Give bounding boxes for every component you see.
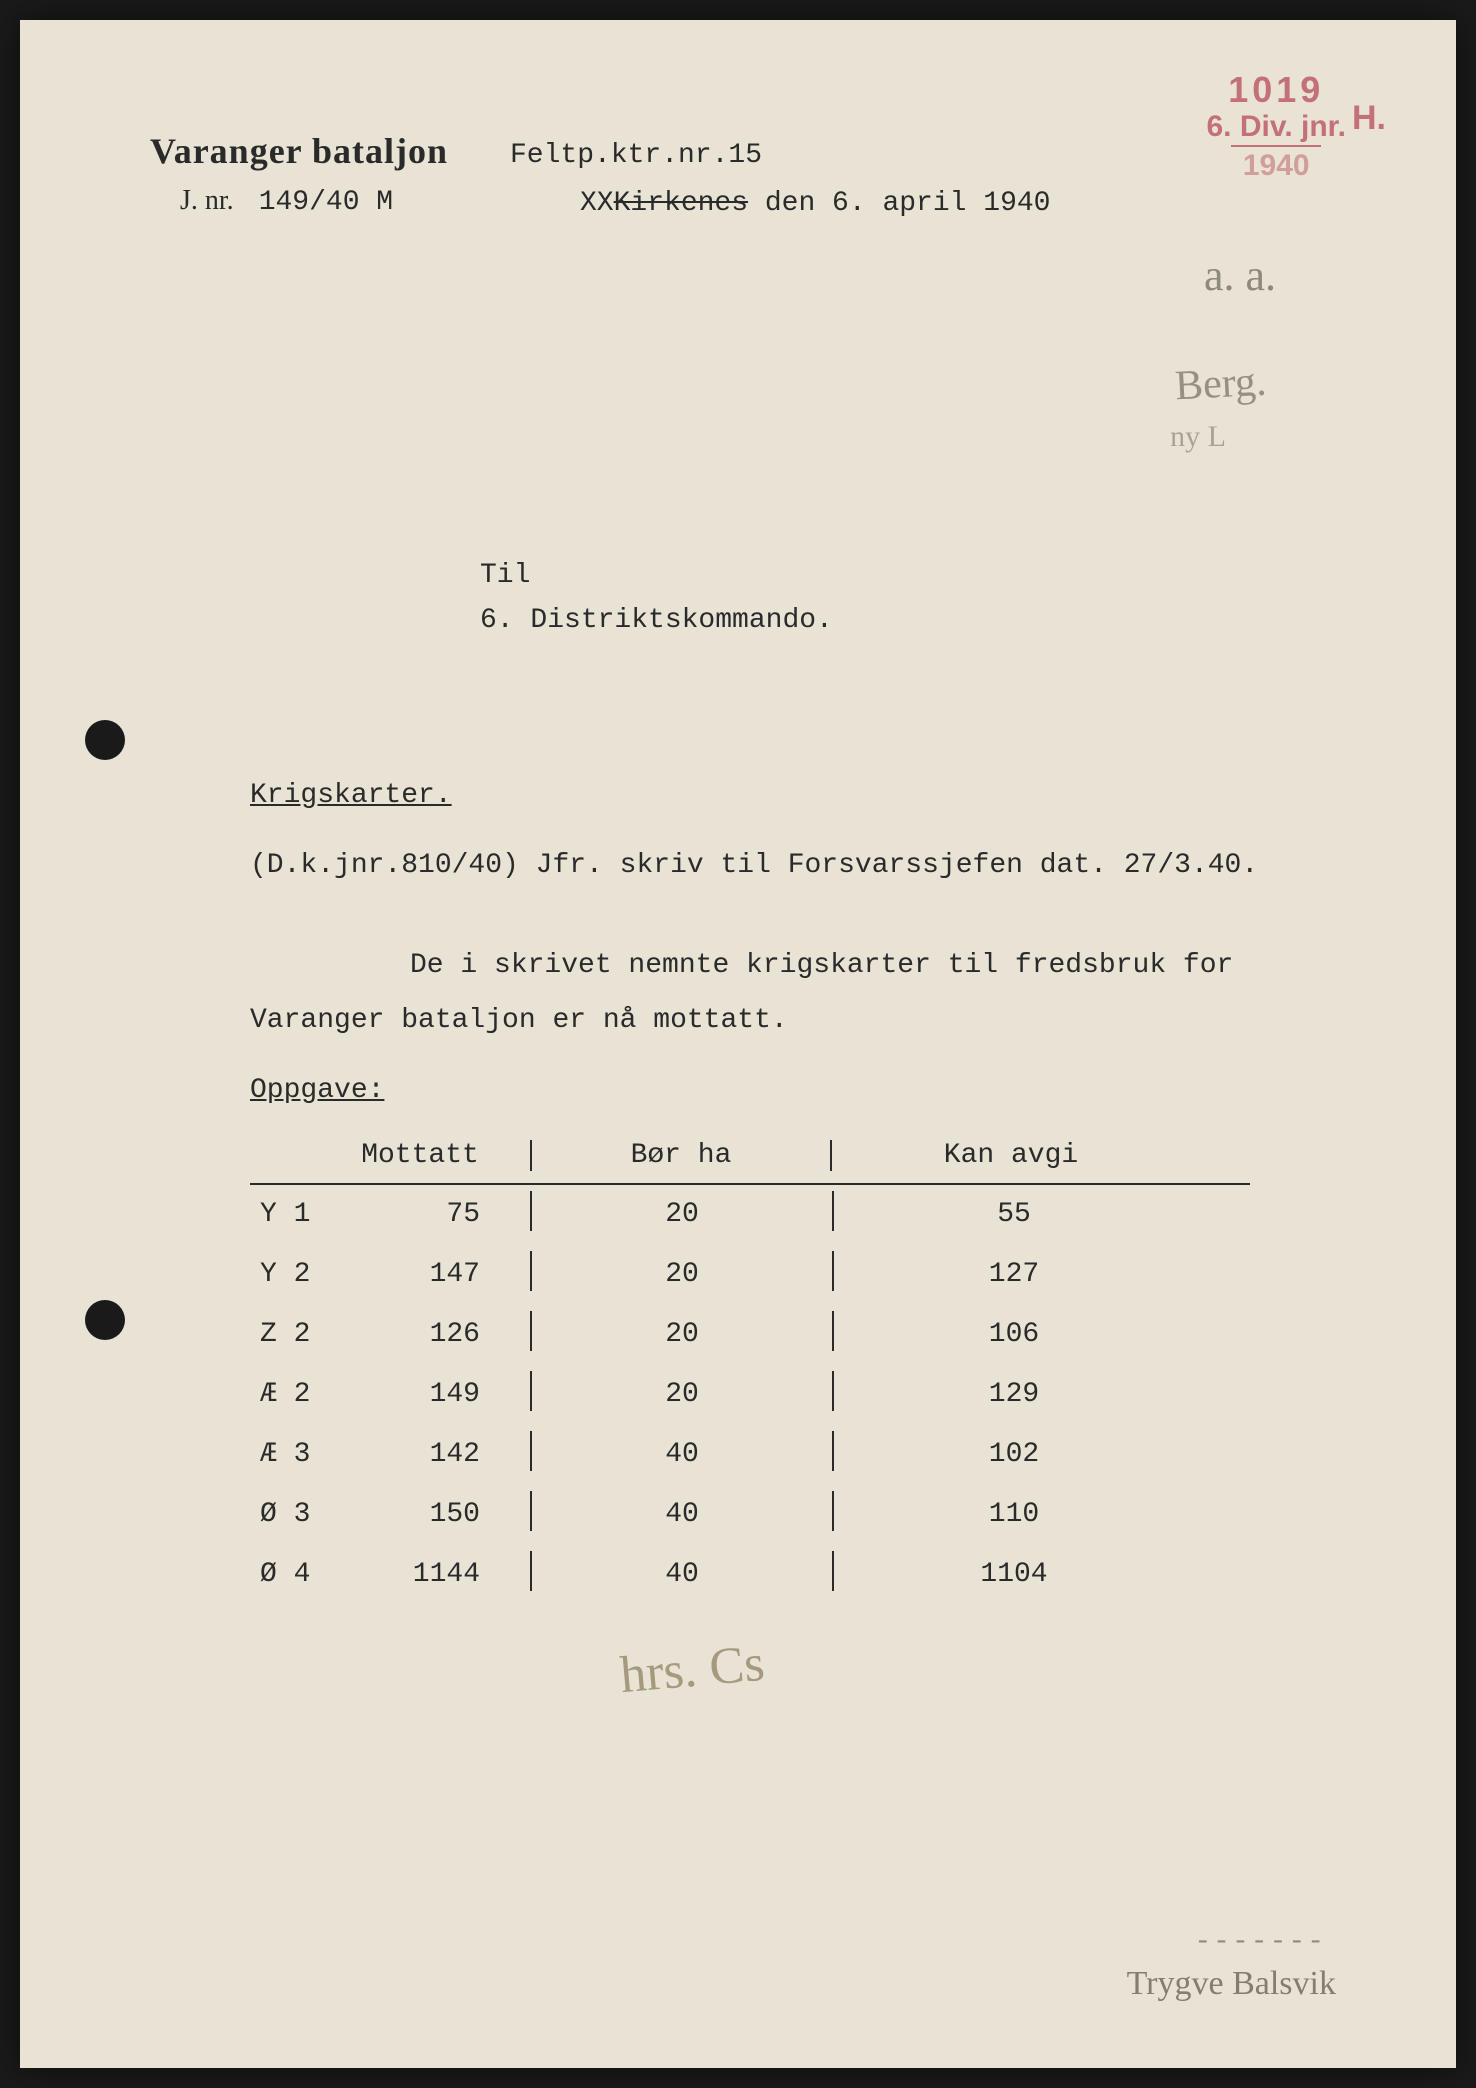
journal-number: J. nr. 149/40 M	[180, 185, 393, 218]
registry-stamp: 1019 6. Div. jnr. 1940 H.	[1207, 70, 1347, 182]
date-value: 6. april 1940	[832, 188, 1050, 219]
stamp-suffix: H.	[1352, 100, 1386, 137]
cell-id: Y 1	[250, 1199, 340, 1231]
handwritten-annotation-2: Berg.	[1173, 358, 1267, 411]
addressee-label: Til	[480, 560, 530, 591]
cell-kan-avgi: 127	[834, 1259, 1194, 1291]
bottom-signature: Trygve Balsvik	[1127, 1965, 1336, 2003]
organization-name: Varanger bataljon	[150, 130, 448, 172]
cell-bor-ha: 40	[532, 1499, 832, 1531]
cell-bor-ha: 20	[532, 1319, 832, 1351]
jnr-label: J. nr.	[180, 185, 234, 216]
handwritten-annotation-1: a. a.	[1204, 250, 1276, 301]
place-prefix: XX	[580, 188, 614, 219]
cell-mottatt: 150	[340, 1499, 530, 1531]
cell-bor-ha: 20	[532, 1199, 832, 1231]
cell-bor-ha: 40	[532, 1559, 832, 1591]
table-header-row: Mottatt Bør ha Kan avgi	[250, 1140, 1250, 1185]
cell-kan-avgi: 129	[834, 1379, 1194, 1411]
table-row: Ø 41144401104	[250, 1545, 1250, 1605]
body-line-2: Varanger bataljon er nå mottatt.	[250, 1005, 788, 1036]
cell-kan-avgi: 106	[834, 1319, 1194, 1351]
cell-kan-avgi: 110	[834, 1499, 1194, 1531]
stamp-number: 1019	[1207, 70, 1347, 110]
cell-mottatt: 142	[340, 1439, 530, 1471]
addressee-name: 6. Distriktskommando.	[480, 605, 833, 636]
punch-hole	[85, 1300, 125, 1340]
table-row: Y 1752055	[250, 1185, 1250, 1245]
date-line: XXKirkenes den 6. april 1940	[580, 188, 1050, 219]
cell-mottatt: 126	[340, 1319, 530, 1351]
signature-initials: hrs. Cs	[618, 1634, 767, 1705]
bottom-dashes: -------	[1194, 1927, 1326, 1958]
cell-id: Z 2	[250, 1319, 340, 1351]
stamp-division: 6. Div. jnr.	[1207, 110, 1347, 143]
document-page: 1019 6. Div. jnr. 1940 H. Varanger batal…	[20, 20, 1456, 2068]
jnr-value: 149/40 M	[259, 187, 393, 218]
cell-bor-ha: 20	[532, 1379, 832, 1411]
stamp-year: 1940	[1207, 149, 1347, 182]
subject-line: Krigskarter.	[250, 780, 452, 811]
stamp-divider	[1231, 145, 1321, 147]
date-word: den	[748, 188, 832, 219]
cell-kan-avgi: 1104	[834, 1559, 1194, 1591]
cell-id: Ø 3	[250, 1499, 340, 1531]
field-post-office: Feltp.ktr.nr.15	[510, 140, 762, 171]
table-body: Y 1752055Y 214720127Z 212620106Æ 2149201…	[250, 1185, 1250, 1605]
cell-mottatt: 147	[340, 1259, 530, 1291]
cell-id: Y 2	[250, 1259, 340, 1291]
body-line-1: De i skrivet nemnte krigskarter til fred…	[410, 950, 1233, 981]
reference-line: (D.k.jnr.810/40) Jfr. skriv til Forsvars…	[250, 850, 1258, 881]
table-row: Æ 214920129	[250, 1365, 1250, 1425]
col-header-kan-avgi: Kan avgi	[830, 1140, 1190, 1171]
cell-id: Æ 2	[250, 1379, 340, 1411]
place-strikethrough: Kirkenes	[614, 188, 748, 219]
cell-kan-avgi: 55	[834, 1199, 1194, 1231]
cell-bor-ha: 40	[532, 1439, 832, 1471]
punch-hole	[85, 720, 125, 760]
col-header-mottatt: Mottatt	[250, 1140, 530, 1171]
table-row: Z 212620106	[250, 1305, 1250, 1365]
table-row: Ø 315040110	[250, 1485, 1250, 1545]
cell-kan-avgi: 102	[834, 1439, 1194, 1471]
cell-mottatt: 75	[340, 1199, 530, 1231]
oppgave-label: Oppgave:	[250, 1075, 384, 1106]
handwritten-annotation-3: ny L	[1170, 420, 1226, 454]
cell-mottatt: 1144	[340, 1559, 530, 1591]
cell-id: Æ 3	[250, 1439, 340, 1471]
cell-mottatt: 149	[340, 1379, 530, 1411]
data-table: Mottatt Bør ha Kan avgi Y 1752055Y 21472…	[250, 1140, 1250, 1605]
col-header-bor-ha: Bør ha	[530, 1140, 830, 1171]
table-row: Y 214720127	[250, 1245, 1250, 1305]
cell-bor-ha: 20	[532, 1259, 832, 1291]
table-row: Æ 314240102	[250, 1425, 1250, 1485]
cell-id: Ø 4	[250, 1559, 340, 1591]
